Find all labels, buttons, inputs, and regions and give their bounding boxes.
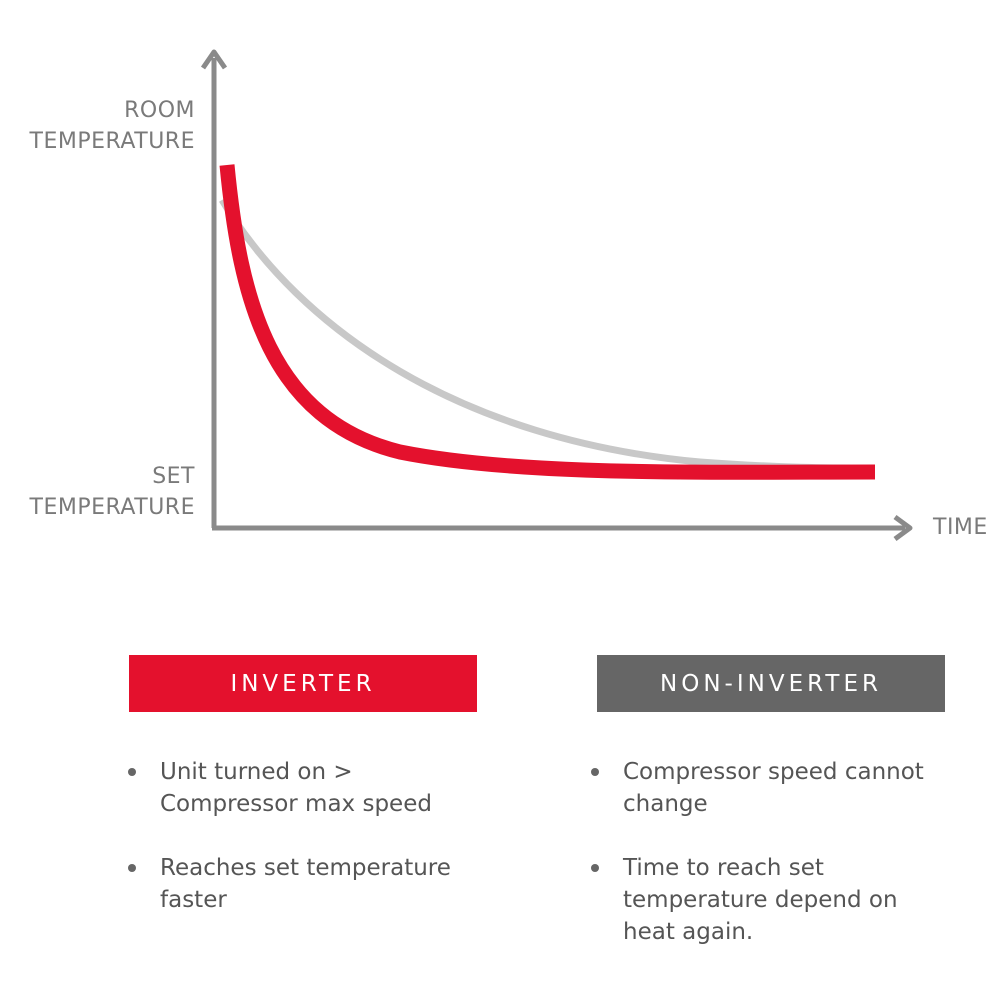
non-inverter-banner: NON-INVERTER [597,655,945,712]
bullet-text: Compressor speed cannot change [591,756,983,820]
y-top-label: ROOM TEMPERATURE [29,98,195,154]
x-label: TIME [933,515,988,540]
y-axis-arrow [200,49,228,70]
inverter-banner: INVERTER [129,655,477,712]
bullet-text: Time to reach set temperature depend on … [591,852,953,948]
inverter-curve [219,164,876,480]
non-inverter-curve [218,198,876,472]
bullet-text: Reaches set temperature faster [128,852,510,916]
bullet-text: Unit turned on > Compressor max speed [128,756,490,820]
y-bottom-label: SET TEMPERATURE [29,464,195,520]
x-axis-arrow [893,514,913,542]
